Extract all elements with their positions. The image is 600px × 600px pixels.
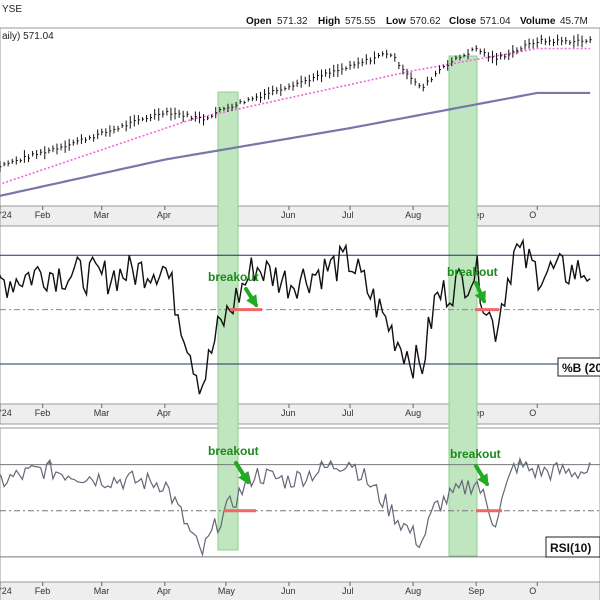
- highlight-april: [217, 91, 239, 551]
- percent-b-line: [0, 237, 591, 395]
- month-label: O: [529, 408, 536, 418]
- month-label: Mar: [94, 408, 110, 418]
- month-label: O: [529, 210, 536, 220]
- month-label: Jul: [342, 586, 354, 596]
- price-legend: aily) 571.04: [2, 31, 54, 42]
- price-panel: [0, 34, 592, 197]
- month-label: Feb: [35, 210, 51, 220]
- low-value: 570.62: [410, 16, 441, 27]
- exchange-label: YSE: [2, 4, 22, 15]
- breakout-label-rsi-1: breakout: [208, 444, 259, 458]
- percent-b-title: %B (20: [562, 361, 600, 375]
- high-value: 575.55: [345, 16, 376, 27]
- low-label: Low: [386, 16, 406, 27]
- rsi-x-axis: '24 Feb Mar Apr May Jun Jul Aug Sep O: [0, 581, 600, 600]
- month-label: Apr: [157, 210, 171, 220]
- ohlc-header: Open 571.32 High 575.55 Low 570.62 Close…: [246, 16, 588, 27]
- highlight-august: [448, 55, 478, 557]
- month-label: Jun: [281, 586, 296, 596]
- annotations: breakout breakout breakout breakout: [208, 265, 501, 487]
- month-label: Jun: [281, 210, 296, 220]
- month-label: Apr: [157, 586, 171, 596]
- breakout-label-rsi-2: breakout: [450, 447, 501, 461]
- month-label: Aug: [405, 210, 421, 220]
- high-label: High: [318, 16, 340, 27]
- month-label: '24: [0, 210, 12, 220]
- close-value: 571.04: [480, 16, 511, 27]
- breakout-label-pb-2: breakout: [447, 265, 498, 279]
- month-label: Aug: [405, 408, 421, 418]
- breakout-arrow-pb-2: [474, 281, 486, 304]
- volume-label: Volume: [520, 16, 556, 27]
- sma-long-line: [0, 91, 591, 197]
- close-label: Close: [449, 16, 477, 27]
- month-label: May: [218, 586, 236, 596]
- rsi-label: RSI(10): [545, 536, 600, 558]
- breakout-arrow-rsi-1: [234, 461, 250, 485]
- percent-b-panel: [0, 237, 600, 395]
- rsi-title: RSI(10): [550, 541, 591, 555]
- month-label: Apr: [157, 408, 171, 418]
- open-label: Open: [246, 16, 272, 27]
- month-label: Feb: [35, 586, 51, 596]
- open-value: 571.32: [277, 16, 308, 27]
- volume-value: 45.7M: [560, 16, 588, 27]
- month-label: O: [529, 586, 536, 596]
- month-label: Aug: [405, 586, 421, 596]
- month-label: Jul: [342, 210, 354, 220]
- month-label: Sep: [468, 586, 484, 596]
- month-label: Mar: [94, 586, 110, 596]
- breakout-arrow-rsi-2: [474, 464, 489, 487]
- percent-b-label: %B (20: [557, 357, 600, 377]
- rsi-panel: [0, 456, 600, 558]
- month-label: Jun: [281, 408, 296, 418]
- month-label: Jul: [342, 408, 354, 418]
- month-label: Mar: [94, 210, 110, 220]
- month-label: Feb: [35, 408, 51, 418]
- breakout-arrow-pb-1: [244, 287, 258, 308]
- breakout-label-pb-1: breakout: [208, 270, 259, 284]
- month-label: '24: [0, 586, 12, 596]
- month-label: '24: [0, 408, 12, 418]
